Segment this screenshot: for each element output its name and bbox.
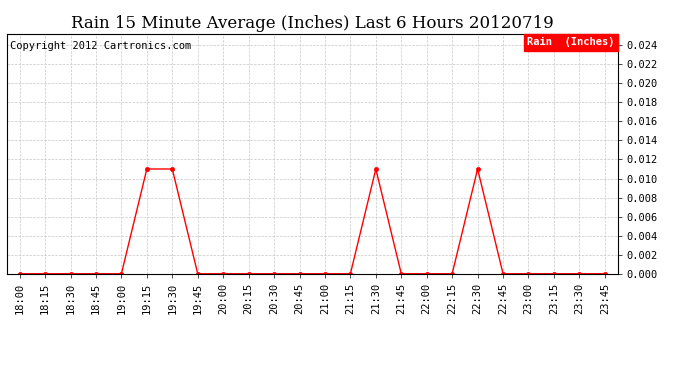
Text: Rain  (Inches): Rain (Inches) (527, 38, 615, 47)
Text: Copyright 2012 Cartronics.com: Copyright 2012 Cartronics.com (10, 41, 191, 51)
Title: Rain 15 Minute Average (Inches) Last 6 Hours 20120719: Rain 15 Minute Average (Inches) Last 6 H… (71, 15, 553, 32)
